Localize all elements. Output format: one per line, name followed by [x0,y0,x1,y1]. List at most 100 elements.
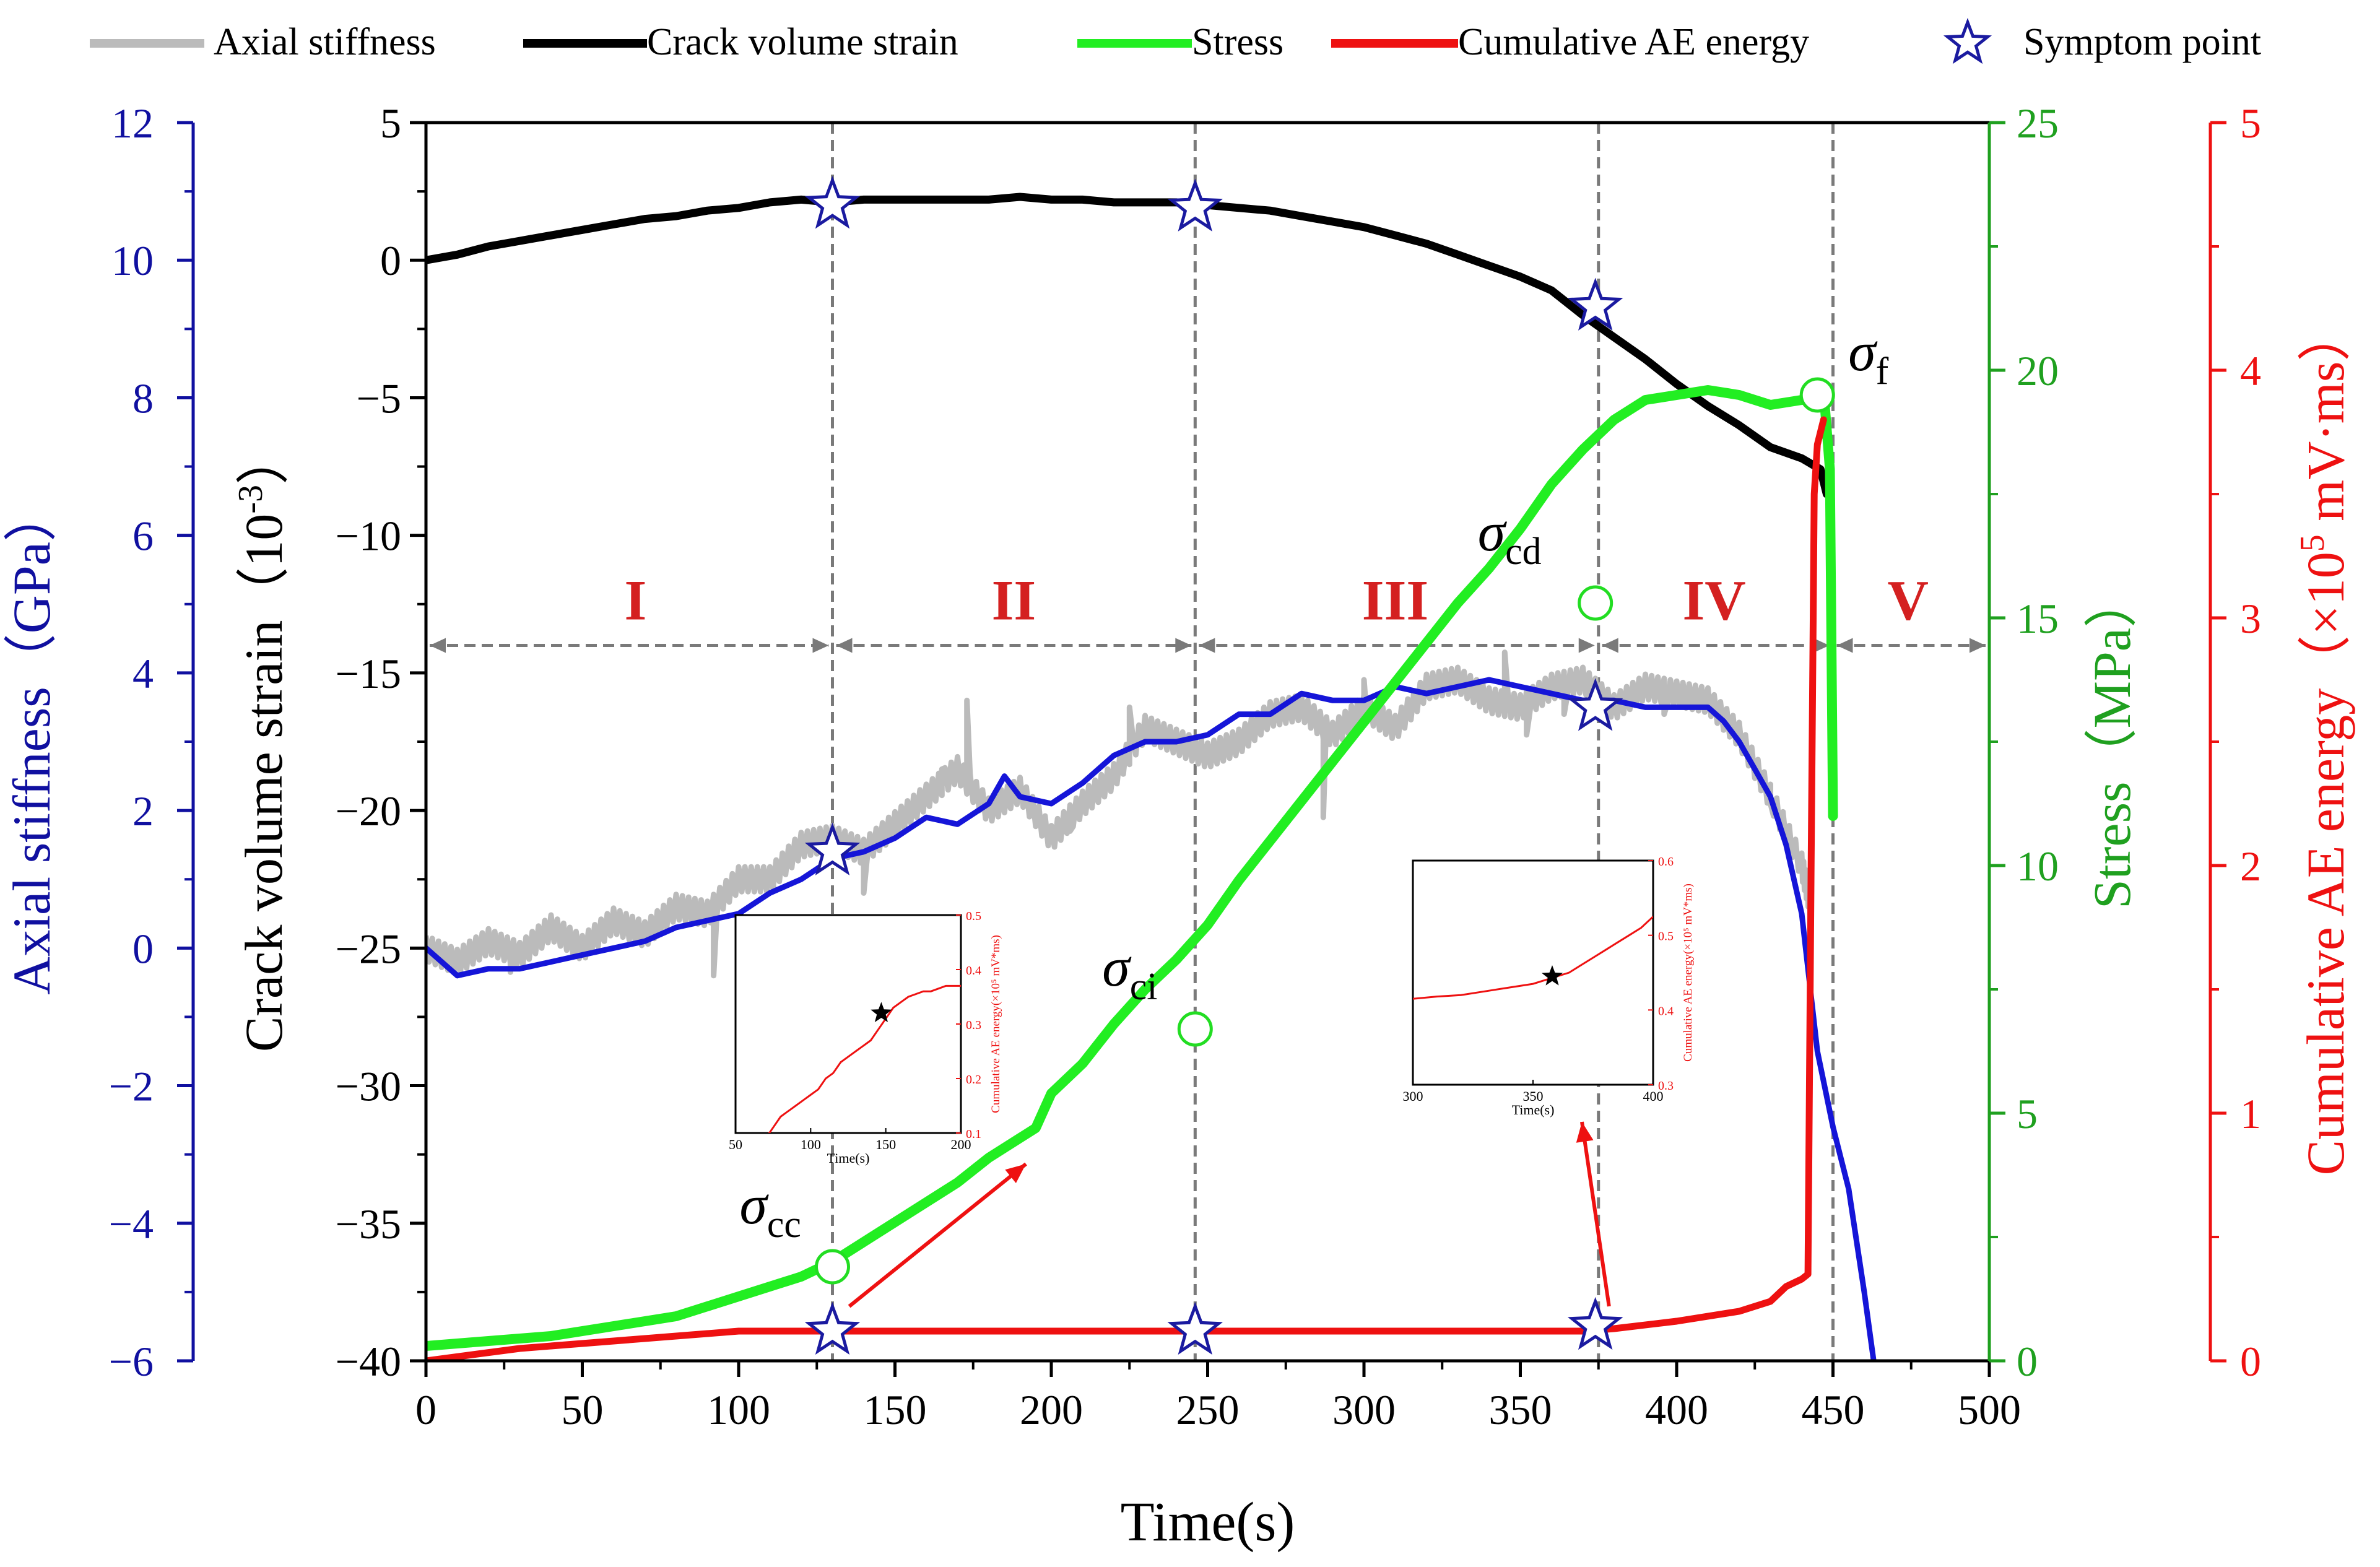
legend-star-icon [1943,17,1992,64]
stage-label-I: I [624,568,646,632]
x-tick-label: 500 [1958,1386,2021,1433]
symptom-star-icon-3 [804,822,861,875]
inset-series-0 [768,984,961,1133]
axis-label-crack: Crack volume strain（10-3） [232,432,293,1052]
tick-label-crack: −15 [336,650,401,697]
threshold-circle-cc [815,1249,850,1285]
threshold-subscript: cd [1505,531,1542,573]
tick-label-crack: −10 [336,513,401,560]
inset-x-tick-label: 400 [1643,1088,1664,1104]
inset-y-tick-label: 0.5 [1658,930,1674,944]
axis-label-text: Stress（MPa） [2082,575,2142,909]
x-tick-label: 50 [562,1386,604,1433]
tick-label-stiffness: 12 [111,100,154,147]
tick-label-crack: −25 [336,925,401,972]
stage-label-III: III [1362,568,1428,632]
axes: 0 50 100 150 200 250 300 350 400 450 500Time(s)−40… [2,100,2355,1553]
tick-label-stiffness: 0 [132,925,154,972]
inset-series-1 [1413,916,1653,1000]
symptom-star-icon-6 [1167,1301,1223,1355]
axis-label-end: mV·ms） [2296,308,2355,535]
stage-label-IV: IV [1682,568,1745,632]
tick-label-stiffness: 10 [111,237,154,284]
tick-label-stiffness: 4 [132,650,154,697]
stage-label-II: II [992,568,1036,632]
inset-x-tick-label: 200 [951,1137,971,1152]
symptom-star-icon-4 [1567,678,1623,731]
threshold-label-f: σf [1848,321,1888,393]
series-crack-volume-strain [426,193,1831,498]
legend: Axial stiffness Crack volume strain Stress… [90,17,2261,64]
series-axial-stiffness-smoothed [426,677,1877,1361]
legend-label-3: Cumulative AE energy [1458,21,1809,63]
threshold-label-ci: σci [1102,937,1157,1008]
inset-y-tick-label: 0.4 [1658,1004,1674,1018]
stage-arrowhead-left-4 [1836,638,1853,653]
tick-label-crack: 0 [380,237,401,284]
tick-label-stress: 5 [2017,1090,2038,1137]
inset-y-tick-label: 0.2 [966,1073,981,1087]
inset-frame-0 [734,914,962,1134]
threshold-label-cc: σcc [740,1174,801,1246]
stage-arrowhead-left-1 [836,638,853,653]
tick-label-stiffness: 8 [132,375,154,422]
legend-label-1: Crack volume strain [647,21,958,63]
inset-y-tick-label: 0.1 [966,1127,981,1141]
inset-y-label: Cumulative AE energy(×10⁵ mV*ms) [1682,883,1695,1062]
tick-label-ae: 4 [2240,347,2261,394]
threshold-sigma: σ [740,1174,770,1236]
symptom-star-icon-5 [804,1301,861,1355]
threshold-sigma: σ [1102,937,1132,998]
inset-marker-star-icon-1 [1541,965,1563,986]
threshold-circle-f [1799,377,1835,413]
tick-label-stiffness: −2 [109,1063,154,1110]
tick-label-stress: 15 [2017,595,2059,642]
tick-label-stiffness: 6 [132,513,154,560]
inset-arrow-1 [1580,1121,1611,1307]
plot-series [426,123,1986,1361]
tick-label-stiffness: 2 [132,788,154,835]
symptom-star-icon-1 [1167,178,1223,232]
legend-label-4: Symptom point [2023,21,2261,63]
inset-y-label: Cumulative AE energy(×10⁵ mV*ms) [989,935,1002,1113]
stage-arrowhead-left-2 [1199,638,1215,653]
threshold-label-cd: σcd [1478,501,1542,573]
axis-label-ae: Cumulative AE energy（×105 mV·ms） [2293,308,2355,1176]
tick-label-crack: −40 [336,1338,401,1385]
inset-y-tick-label: 0.4 [966,964,981,978]
inset-x-tick-label: 50 [729,1137,742,1152]
stage-arrowhead-right-1 [1175,638,1192,653]
tick-label-stress: 20 [2017,347,2059,394]
stage-arrowhead-right-4 [1970,638,1986,653]
x-axis-label: Time(s) [1121,1491,1295,1553]
x-tick-label: 400 [1645,1386,1708,1433]
inset-x-tick-label: 350 [1523,1088,1544,1104]
threshold-sigma: σ [1848,321,1878,383]
symptom-star-icon-7 [1567,1296,1623,1350]
inset-arrowhead-1 [1576,1122,1594,1143]
legend-label-2: Stress [1192,21,1283,63]
threshold-sigma: σ [1478,501,1508,563]
symptom-star-icon-2 [1567,277,1623,331]
x-tick-label: 450 [1802,1386,1865,1433]
inset-y-tick-label: 0.6 [1658,855,1674,869]
tick-label-stiffness: −6 [109,1338,154,1385]
axis-label-stress: Stress（MPa） [2082,575,2142,909]
axis-label-sup: 5 [2293,534,2332,552]
x-tick-label: 150 [864,1386,927,1433]
tick-label-crack: −5 [357,375,401,422]
tick-label-ae: 1 [2240,1090,2261,1137]
tick-label-crack: −30 [336,1063,401,1110]
inset-arrow-0 [848,1162,1027,1308]
inset-y-tick-label: 0.3 [966,1018,981,1032]
inset-x-tick-label: 100 [801,1137,821,1152]
inset-y-tick-label: 0.3 [1658,1079,1674,1093]
x-tick-label: 350 [1489,1386,1552,1433]
tick-label-crack: −20 [336,788,401,835]
tick-label-ae: 5 [2240,100,2261,147]
axis-label-text: Cumulative AE energy（×10 [2296,552,2355,1175]
